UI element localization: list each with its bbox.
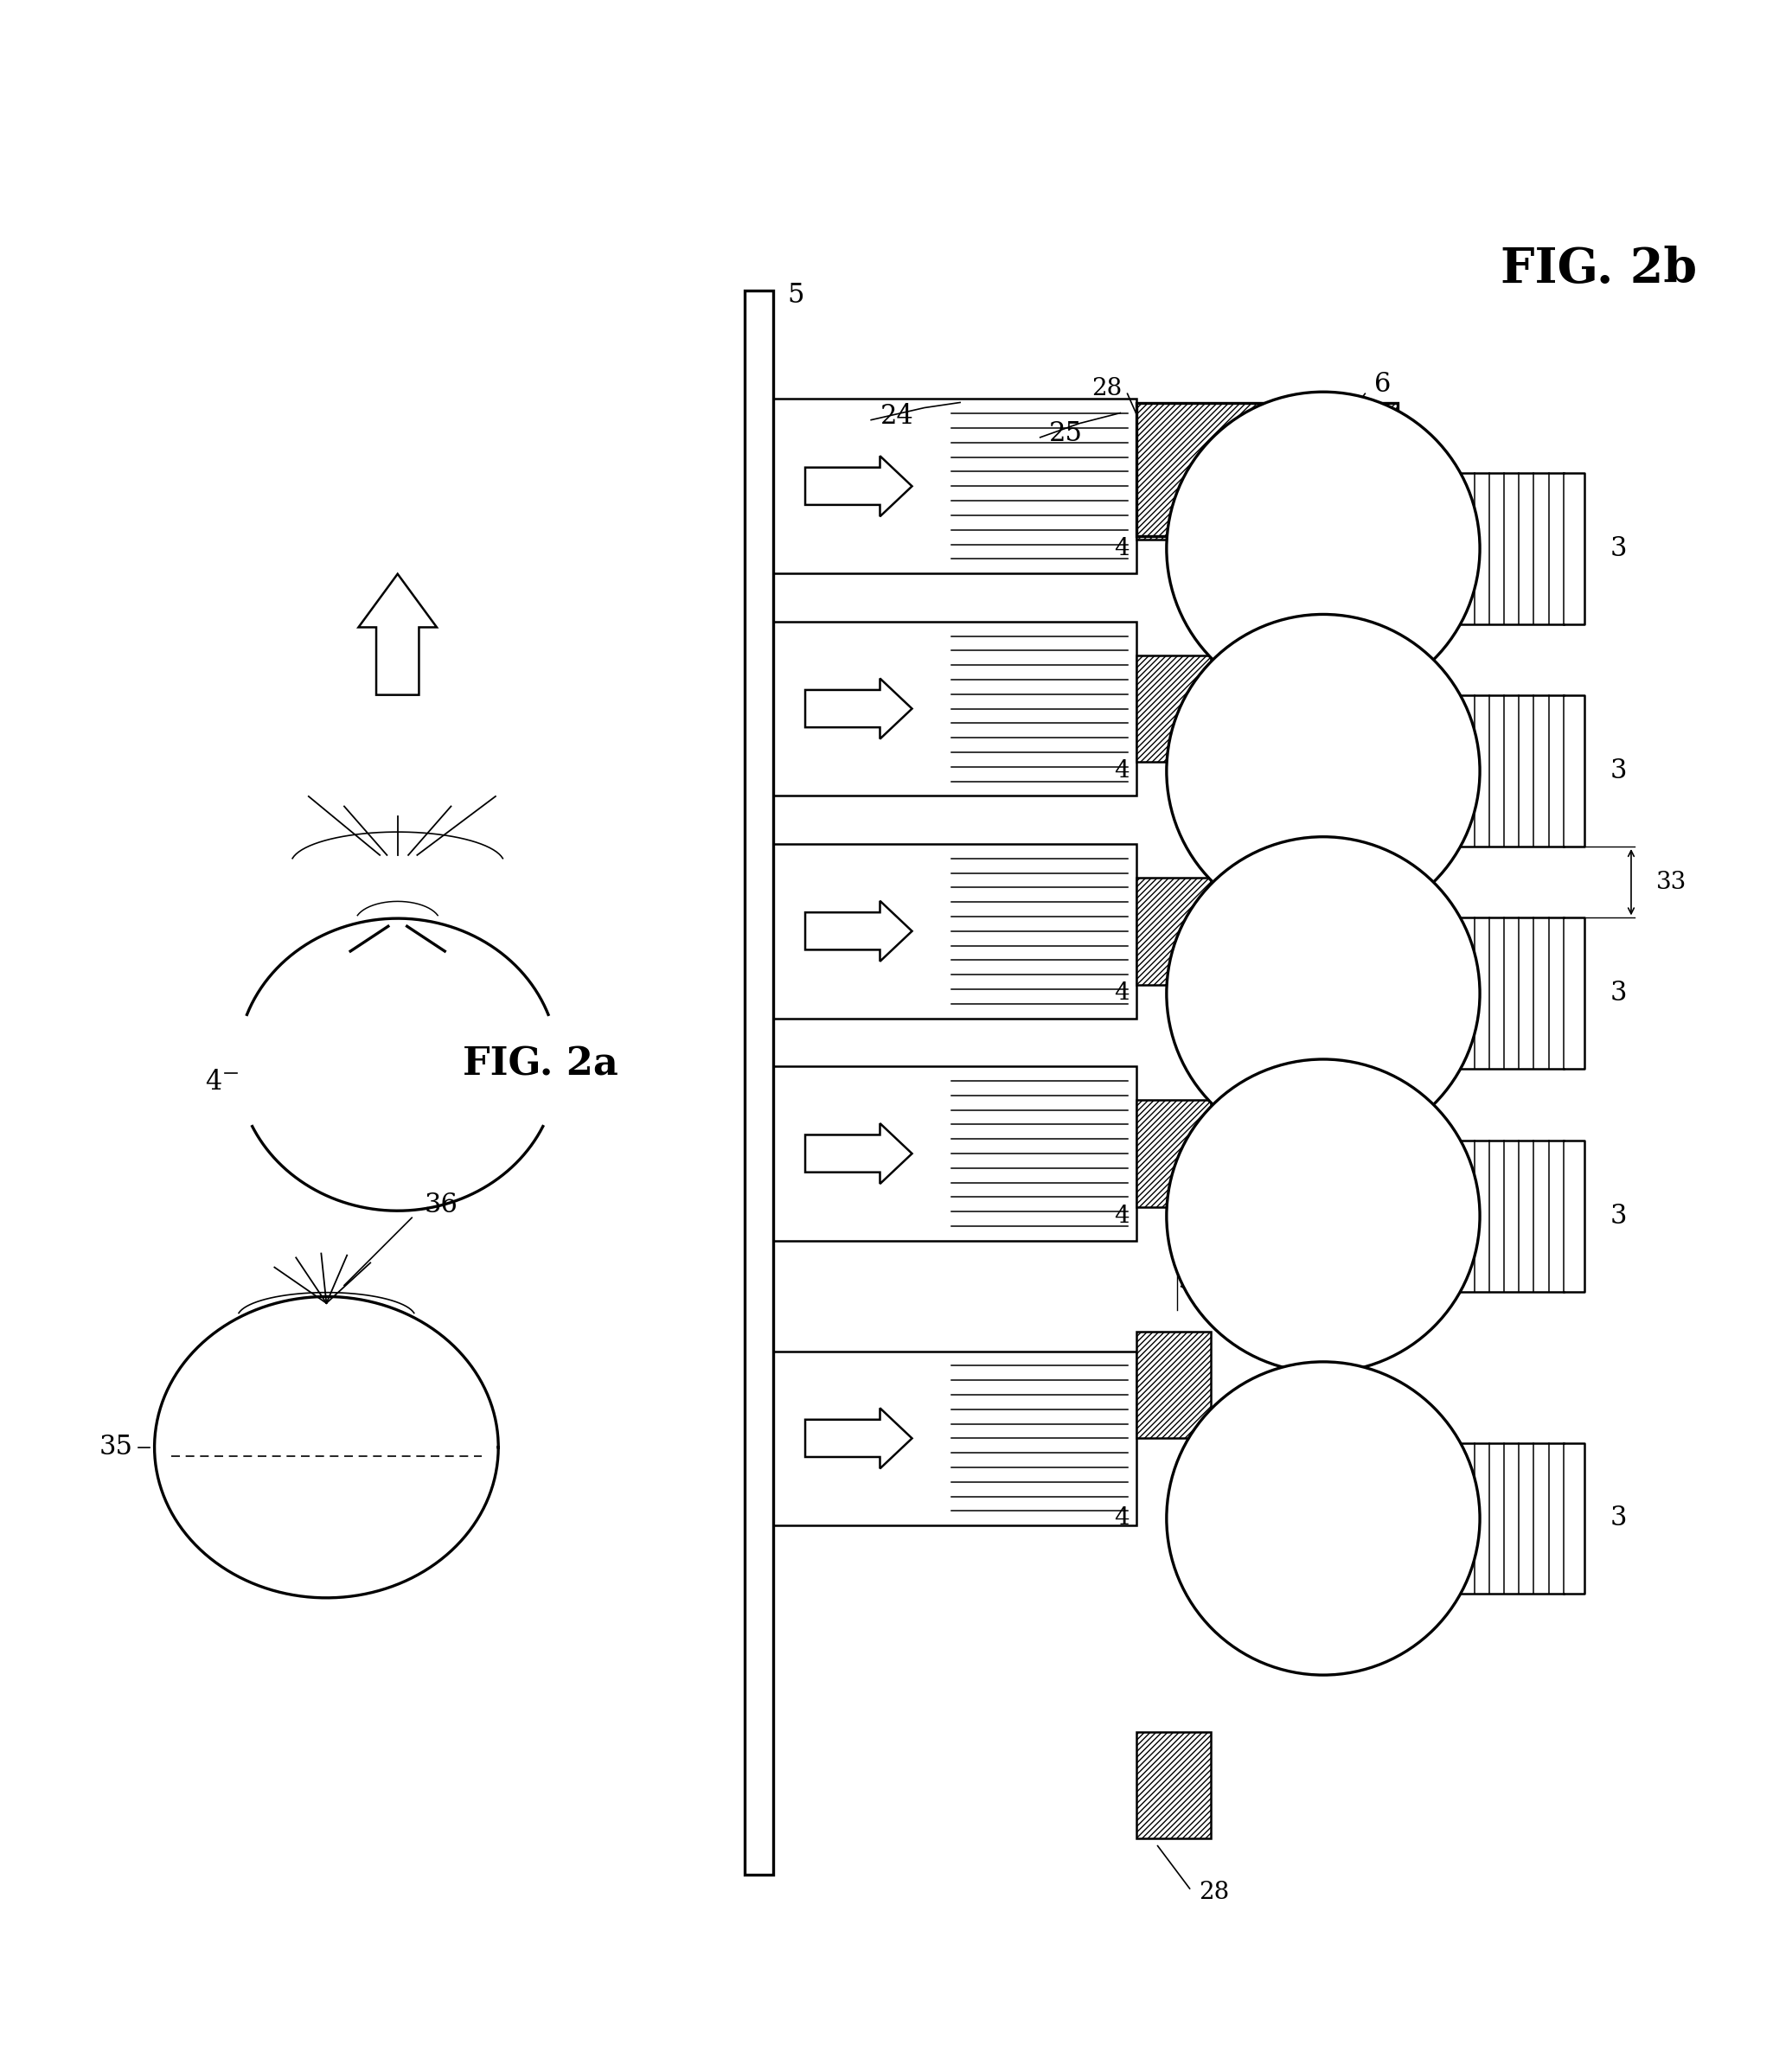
Circle shape bbox=[1167, 391, 1480, 706]
Bar bbox=[772, 1352, 1136, 1525]
Circle shape bbox=[1167, 1362, 1480, 1675]
Text: 4: 4 bbox=[1115, 759, 1129, 782]
Circle shape bbox=[1167, 838, 1480, 1150]
Text: 3: 3 bbox=[1609, 1202, 1627, 1229]
Bar bbox=[772, 622, 1136, 796]
Text: 5: 5 bbox=[787, 282, 805, 309]
Text: 3: 3 bbox=[1609, 1504, 1627, 1531]
Circle shape bbox=[1167, 1060, 1480, 1373]
FancyArrow shape bbox=[805, 1124, 912, 1183]
Bar bbox=[772, 1066, 1136, 1241]
FancyArrow shape bbox=[805, 679, 912, 739]
Bar bbox=[1136, 1733, 1211, 1838]
Bar bbox=[772, 399, 1136, 574]
Text: 38: 38 bbox=[1305, 1245, 1333, 1266]
Text: 4: 4 bbox=[1115, 982, 1129, 1004]
Bar bbox=[1136, 403, 1398, 535]
Text: 4: 4 bbox=[1115, 1204, 1129, 1227]
Text: FIG. 2b: FIG. 2b bbox=[1500, 247, 1697, 294]
Bar bbox=[745, 290, 772, 1875]
Text: 4: 4 bbox=[1115, 1506, 1129, 1529]
Text: FIG. 2a: FIG. 2a bbox=[462, 1045, 618, 1083]
Circle shape bbox=[1167, 615, 1480, 928]
Bar bbox=[1136, 1332, 1211, 1439]
Bar bbox=[772, 844, 1136, 1019]
Text: 35: 35 bbox=[99, 1434, 133, 1461]
Text: 25: 25 bbox=[1048, 420, 1082, 447]
Text: 6: 6 bbox=[1374, 370, 1391, 397]
Bar bbox=[1136, 1101, 1211, 1206]
Bar bbox=[1136, 432, 1211, 539]
Text: 3: 3 bbox=[1609, 980, 1627, 1006]
Text: 28: 28 bbox=[1091, 377, 1122, 399]
Text: 3: 3 bbox=[1609, 757, 1627, 784]
Text: 37: 37 bbox=[1215, 1245, 1242, 1266]
Text: 28: 28 bbox=[1199, 1881, 1229, 1904]
Bar bbox=[1136, 877, 1211, 984]
Text: 24: 24 bbox=[880, 403, 914, 430]
FancyArrow shape bbox=[358, 574, 437, 696]
FancyArrow shape bbox=[805, 901, 912, 961]
Text: 4: 4 bbox=[204, 1068, 222, 1095]
Text: 4: 4 bbox=[1115, 537, 1129, 560]
Text: 36: 36 bbox=[425, 1192, 459, 1218]
Text: 33: 33 bbox=[1656, 871, 1686, 893]
Bar bbox=[1136, 654, 1211, 761]
Text: 3: 3 bbox=[1609, 535, 1627, 562]
FancyArrow shape bbox=[805, 1408, 912, 1469]
FancyArrow shape bbox=[805, 457, 912, 517]
